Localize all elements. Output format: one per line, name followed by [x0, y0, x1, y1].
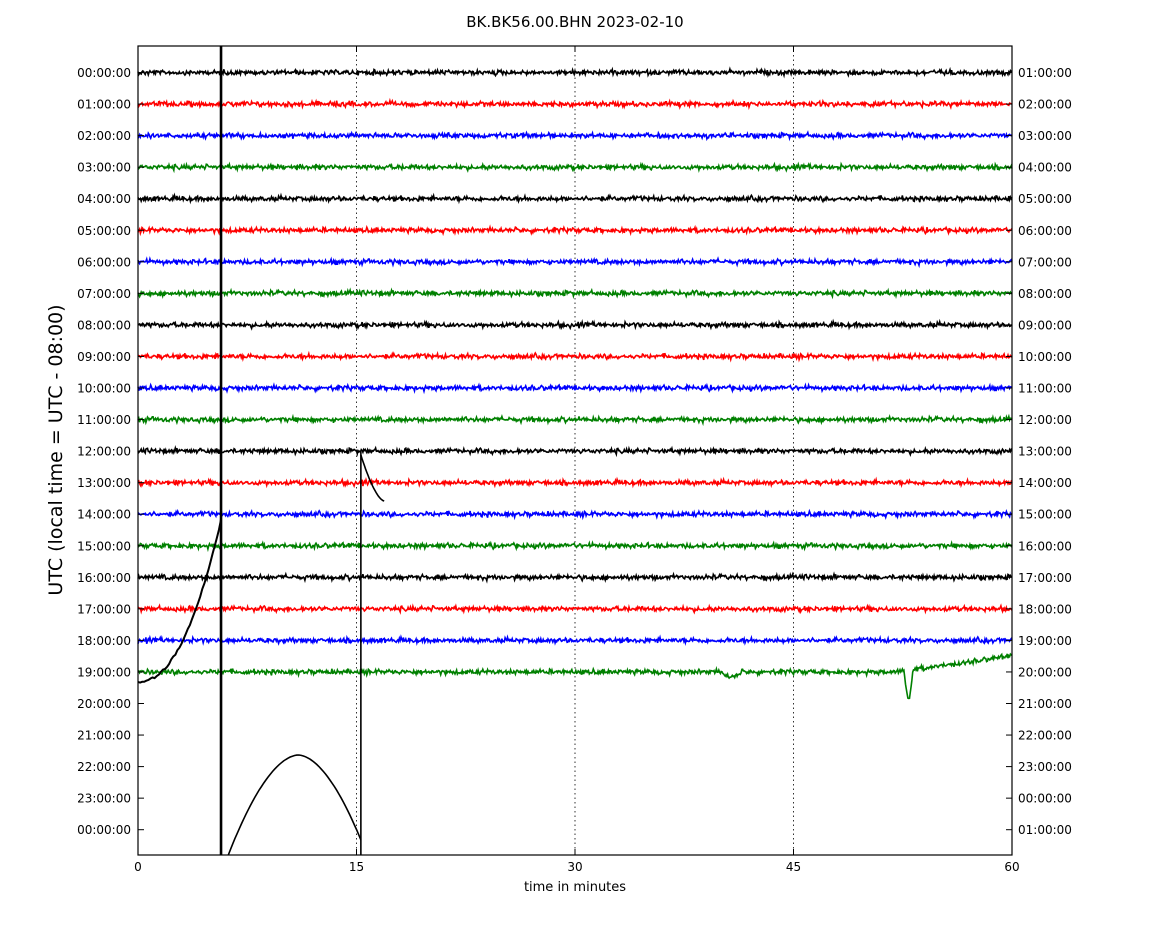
axis-ticks — [137, 46, 1013, 855]
left-time-label: 14:00:00 — [77, 508, 131, 522]
right-time-label: 21:00:00 — [1018, 697, 1072, 711]
trace-row-10 — [137, 382, 1013, 395]
right-time-label: 07:00:00 — [1018, 255, 1072, 269]
x-axis-label: time in minutes — [524, 880, 626, 895]
left-time-label: 10:00:00 — [77, 382, 131, 396]
x-tick-label-45: 45 — [786, 860, 801, 874]
right-time-label: 12:00:00 — [1018, 413, 1072, 427]
trace-row-5 — [137, 224, 1013, 237]
chart-title: BK.BK56.00.BHN 2023-02-10 — [466, 13, 683, 31]
left-time-label: 17:00:00 — [77, 602, 131, 616]
x-tick-label-60: 60 — [1004, 860, 1019, 874]
left-time-label: 13:00:00 — [77, 476, 131, 490]
right-time-label: 06:00:00 — [1018, 224, 1072, 238]
right-time-label: 20:00:00 — [1018, 665, 1072, 679]
left-time-label: 12:00:00 — [77, 445, 131, 459]
left-time-label: 23:00:00 — [77, 792, 131, 806]
right-time-label: 17:00:00 — [1018, 571, 1072, 585]
right-time-label: 11:00:00 — [1018, 382, 1072, 396]
y-axis-label: UTC (local time = UTC - 08:00) — [45, 304, 67, 595]
event-arc — [227, 754, 362, 856]
trace-row-2 — [137, 130, 1013, 142]
right-time-label: 19:00:00 — [1018, 634, 1072, 648]
trace-row-9 — [137, 350, 1013, 363]
right-time-label: 16:00:00 — [1018, 539, 1072, 553]
left-time-label: 00:00:00 — [77, 66, 131, 80]
left-time-label: 02:00:00 — [77, 129, 131, 143]
seismic-traces — [137, 66, 1013, 700]
right-time-label: 03:00:00 — [1018, 129, 1072, 143]
trace-row-3 — [137, 161, 1013, 174]
x-tick-labels: 0 15 30 45 60 — [134, 860, 1019, 874]
right-time-label: 02:00:00 — [1018, 98, 1072, 112]
left-time-label: 21:00:00 — [77, 729, 131, 743]
left-time-labels: 00:00:00 01:00:00 02:00:00 03:00:00 04:00:00… — [77, 66, 131, 837]
trace-row-16 — [137, 571, 1013, 584]
x-tick-label-0: 0 — [134, 860, 142, 874]
left-time-label: 22:00:00 — [77, 760, 131, 774]
trace-row-8 — [137, 318, 1013, 331]
left-time-label: 15:00:00 — [77, 539, 131, 553]
left-time-label: 09:00:00 — [77, 350, 131, 364]
trace-row-4 — [137, 192, 1013, 205]
left-time-label: 03:00:00 — [77, 161, 131, 175]
x-tick-label-30: 30 — [567, 860, 582, 874]
trace-row-6 — [137, 256, 1013, 269]
right-time-label: 04:00:00 — [1018, 161, 1072, 175]
event-decay-curve — [360, 454, 385, 502]
trace-row-15 — [137, 540, 1013, 553]
right-time-label: 00:00:00 — [1018, 792, 1072, 806]
event-rising-curve — [137, 519, 222, 684]
trace-row-1 — [137, 97, 1013, 111]
left-time-label: 11:00:00 — [77, 413, 131, 427]
trace-row-11 — [137, 413, 1013, 427]
trace-row-14 — [137, 508, 1013, 521]
right-time-labels: 01:00:00 02:00:00 03:00:00 04:00:00 05:00:00… — [1018, 66, 1072, 837]
right-time-label: 13:00:00 — [1018, 445, 1072, 459]
left-time-label: 20:00:00 — [77, 697, 131, 711]
right-time-label: 08:00:00 — [1018, 287, 1072, 301]
event-traces — [137, 46, 385, 856]
left-time-label: 08:00:00 — [77, 318, 131, 332]
right-time-label: 22:00:00 — [1018, 729, 1072, 743]
left-time-label: 18:00:00 — [77, 634, 131, 648]
right-time-label: 18:00:00 — [1018, 602, 1072, 616]
left-time-label: 06:00:00 — [77, 255, 131, 269]
right-time-label: 01:00:00 — [1018, 823, 1072, 837]
left-time-label: 00:00:00 — [77, 823, 131, 837]
x-tick-label-15: 15 — [349, 860, 364, 874]
trace-row-0 — [137, 66, 1013, 79]
trace-row-13 — [137, 476, 1013, 489]
trace-row-19 — [137, 652, 1013, 700]
trace-row-17 — [137, 603, 1013, 615]
trace-row-12 — [137, 444, 1013, 458]
right-time-label: 23:00:00 — [1018, 760, 1072, 774]
right-time-label: 05:00:00 — [1018, 192, 1072, 206]
right-time-label: 14:00:00 — [1018, 476, 1072, 490]
left-time-label: 16:00:00 — [77, 571, 131, 585]
right-time-label: 10:00:00 — [1018, 350, 1072, 364]
right-time-label: 15:00:00 — [1018, 508, 1072, 522]
left-time-label: 01:00:00 — [77, 98, 131, 112]
left-time-label: 19:00:00 — [77, 665, 131, 679]
left-time-label: 07:00:00 — [77, 287, 131, 301]
left-time-label: 04:00:00 — [77, 192, 131, 206]
right-time-label: 01:00:00 — [1018, 66, 1072, 80]
trace-row-18 — [137, 634, 1013, 647]
right-time-label: 09:00:00 — [1018, 318, 1072, 332]
trace-row-7 — [137, 287, 1013, 300]
left-time-label: 05:00:00 — [77, 224, 131, 238]
